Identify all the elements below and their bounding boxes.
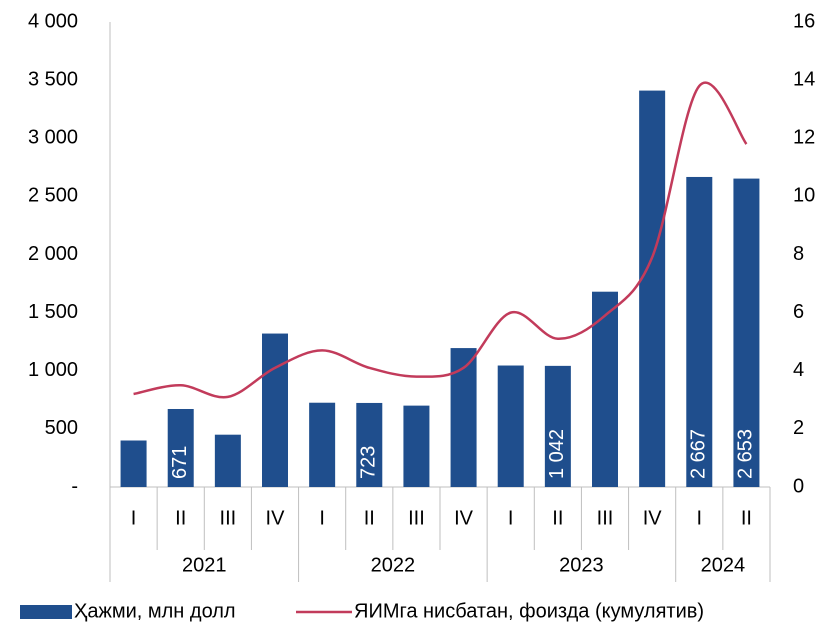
legend-label: Ҳажми, млн долл xyxy=(74,600,236,622)
value-label: 1 042 xyxy=(546,429,568,479)
bar xyxy=(592,291,618,487)
y-tick-label: 3 000 xyxy=(28,127,78,149)
bar xyxy=(544,365,571,487)
y2-tick-label: 6 xyxy=(793,301,804,323)
bar xyxy=(120,440,147,487)
bar xyxy=(214,434,241,487)
y-tick-label: 500 xyxy=(45,417,78,439)
x-tick-label: IV xyxy=(454,507,474,529)
x-tick-label: II xyxy=(364,507,375,529)
group-label: 2023 xyxy=(559,554,604,576)
y2-tick-label: 0 xyxy=(793,475,804,497)
x-tick-label: IV xyxy=(266,507,286,529)
value-label: 2 653 xyxy=(735,429,757,479)
y2-tick-label: 2 xyxy=(793,417,804,439)
y2-tick-label: 10 xyxy=(793,185,815,207)
y-tick-label: 2 500 xyxy=(28,185,78,207)
group-label: 2022 xyxy=(371,554,416,576)
y2-tick-label: 8 xyxy=(793,243,804,265)
legend-label: ЯИМга нисбатан, фоизда (кумулятив) xyxy=(354,600,704,622)
x-tick-label: IV xyxy=(643,507,663,529)
x-tick-label: I xyxy=(697,507,703,529)
x-tick-label: II xyxy=(175,507,186,529)
y-tick-label: - xyxy=(71,475,78,497)
x-tick-label: I xyxy=(319,507,325,529)
bar xyxy=(403,405,430,487)
bar xyxy=(639,90,666,488)
x-tick-label: I xyxy=(131,507,137,529)
bar xyxy=(262,333,288,487)
y-tick-label: 4 000 xyxy=(28,10,78,32)
y2-tick-label: 4 xyxy=(793,359,804,381)
x-tick-label: III xyxy=(597,507,614,529)
x-tick-label: III xyxy=(220,507,237,529)
value-label: 2 667 xyxy=(688,429,710,479)
legend-swatch xyxy=(20,605,72,619)
bar xyxy=(733,178,760,487)
y-tick-label: 2 000 xyxy=(28,243,78,265)
line xyxy=(133,81,748,399)
bar xyxy=(167,408,194,487)
x-tick-label: II xyxy=(552,507,563,529)
bar xyxy=(309,402,336,487)
y2-tick-label: 14 xyxy=(793,68,815,90)
value-label: 671 xyxy=(169,446,191,479)
y-tick-label: 1 000 xyxy=(28,359,78,381)
bar xyxy=(356,402,383,487)
y2-tick-label: 12 xyxy=(793,127,815,149)
x-tick-label: II xyxy=(741,507,752,529)
group-label: 2024 xyxy=(701,554,746,576)
group-label: 2021 xyxy=(182,554,227,576)
y2-tick-label: 16 xyxy=(793,10,815,32)
x-tick-label: I xyxy=(508,507,514,529)
x-tick-label: III xyxy=(408,507,425,529)
y-tick-label: 1 500 xyxy=(28,301,78,323)
bar xyxy=(497,365,524,487)
y-tick-label: 3 500 xyxy=(28,68,78,90)
value-label: 723 xyxy=(358,446,380,479)
bar xyxy=(686,176,713,487)
